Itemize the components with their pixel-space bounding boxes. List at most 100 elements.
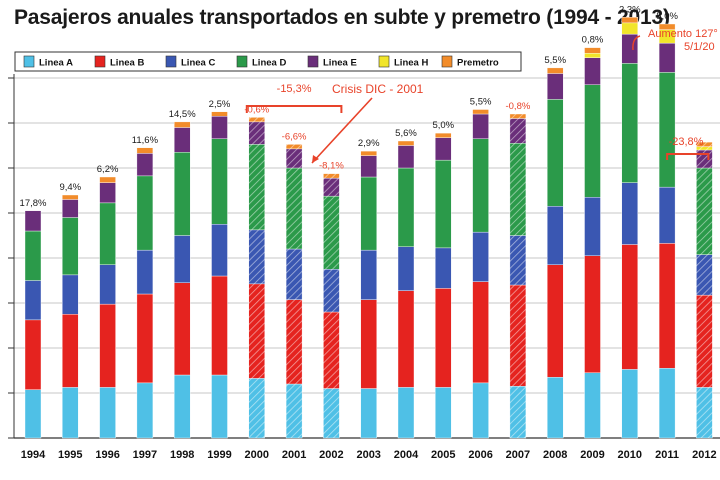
bar-segment — [696, 387, 713, 439]
growth-label: 2,5% — [209, 99, 231, 110]
bar-segment — [136, 153, 154, 177]
bar-segment — [397, 145, 415, 169]
legend: Linea A Linea B Linea C Linea D Linea E Linea… — [14, 51, 522, 72]
bar-segment — [435, 387, 452, 439]
annotations: -15,3% Crisis DIC - 2001 -23,8% Aumento 127… — [245, 28, 718, 164]
bar-segment — [211, 275, 228, 376]
bar-segment — [285, 144, 303, 150]
bar-segment — [696, 149, 713, 169]
growth-label: 2,9% — [358, 138, 380, 149]
bar-segment — [509, 284, 527, 387]
bar-segment — [547, 377, 564, 439]
bar-segment — [658, 23, 676, 30]
bar-segment — [584, 53, 601, 58]
legend-label: Linea B — [110, 58, 144, 69]
bar-segment — [211, 374, 228, 439]
bar-segment — [211, 224, 228, 277]
crisis-arrow — [311, 97, 373, 164]
bar-segment — [99, 264, 116, 305]
bar-segment — [621, 22, 638, 35]
growth-label: 5,0% — [656, 11, 678, 22]
legend-label: Linea E — [323, 58, 357, 69]
bar-segment — [435, 247, 452, 289]
bar-segment — [323, 311, 340, 389]
x-tick-label: 1996 — [95, 449, 119, 461]
bar-segment — [509, 113, 527, 119]
x-tick-label: 1999 — [207, 449, 231, 461]
bar-segment — [360, 176, 377, 251]
x-tick-label: 2002 — [319, 449, 343, 461]
bar-segment — [509, 143, 527, 236]
legend-box — [14, 51, 522, 72]
drop-2012-label: -23,8% — [669, 136, 704, 148]
chart-title: Pasajeros anuales transportados en subte… — [14, 6, 670, 29]
growth-label: 14,5% — [169, 109, 196, 120]
growth-label: 5,0% — [432, 120, 454, 131]
legend-swatch — [236, 55, 248, 68]
bar-segment — [360, 299, 377, 389]
bars — [24, 17, 713, 439]
bar-segment — [248, 144, 266, 231]
bar-segment — [472, 382, 489, 439]
legend-swatch — [441, 55, 453, 68]
legend-label: Premetro — [457, 58, 499, 69]
bar-segment — [24, 230, 42, 281]
bar-segment — [584, 57, 601, 85]
growth-label: -0,6% — [244, 104, 269, 115]
bar-segment — [658, 42, 676, 73]
bar-segment — [285, 148, 303, 169]
bar-segment — [621, 244, 638, 370]
bar-segment — [621, 63, 638, 183]
bar-segment — [248, 121, 266, 145]
bar-segment — [62, 314, 79, 388]
bar-segment — [658, 186, 676, 244]
bar-segment — [248, 283, 266, 379]
aumento-text-2: 5/1/20 — [684, 41, 715, 53]
x-tick-label: 1994 — [21, 449, 46, 461]
bar-segment — [435, 132, 452, 138]
drop-bracket — [666, 153, 710, 160]
bar-segment — [323, 173, 340, 179]
growth-label: 11,6% — [132, 135, 159, 146]
bar-segment — [99, 176, 116, 183]
bar-segment — [547, 73, 564, 100]
bar-segment — [360, 249, 377, 300]
bar-segment — [435, 159, 452, 249]
bar-segment — [248, 378, 266, 439]
bar-segment — [509, 386, 527, 439]
bar-segment — [173, 282, 191, 376]
bar-segment — [397, 387, 415, 439]
growth-label: -6,6% — [282, 131, 307, 142]
bar-segment — [435, 137, 452, 161]
legend-swatch — [378, 55, 390, 68]
bar-segment — [285, 383, 303, 439]
bar-segment — [584, 197, 601, 256]
bar-segment — [285, 299, 303, 385]
bar-segment — [323, 195, 340, 270]
bar-segment — [211, 116, 228, 139]
x-tick-label: 2001 — [282, 449, 306, 461]
bar-segment — [136, 249, 154, 295]
bar-segment — [696, 254, 713, 296]
bar-segment — [696, 167, 713, 255]
bar-segment — [547, 99, 564, 207]
bar-segment — [323, 177, 340, 197]
x-tick-label: 2009 — [580, 449, 604, 461]
bar-segment — [136, 175, 154, 251]
legend-swatch — [307, 55, 319, 68]
bar-segment — [509, 118, 527, 144]
bar-segment — [24, 280, 42, 321]
bar-segment — [136, 293, 154, 384]
bar-segment — [99, 202, 116, 265]
growth-label: 2,3% — [619, 4, 641, 15]
bar-segment — [173, 127, 191, 153]
bar-segment — [584, 372, 601, 439]
growth-labels: 17,8% 9,4% 6,2% 11,6% 14,5% 2,5% -0,6% -6,6% -8,… — [20, 4, 679, 209]
bar-segment — [584, 255, 601, 373]
bar-segment — [472, 231, 489, 282]
bar-segment — [472, 109, 489, 115]
bar-segment — [323, 269, 340, 313]
bar-segment — [24, 389, 42, 439]
